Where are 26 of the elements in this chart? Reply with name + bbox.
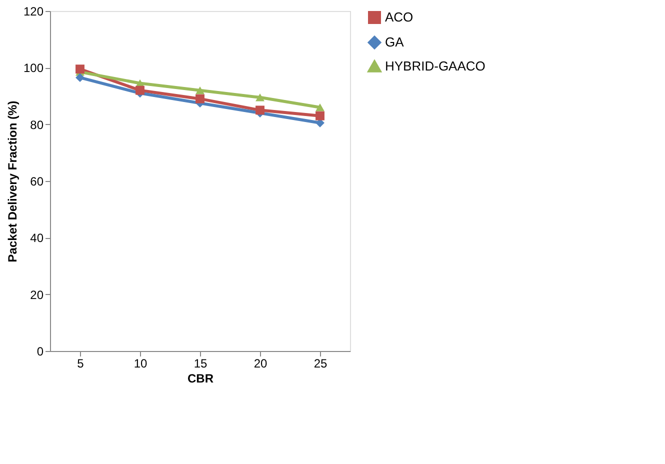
x-tick-label: 5: [77, 356, 84, 370]
y-tick-label: 120: [23, 4, 44, 18]
legend-label: HYBRID-GAACO: [385, 58, 486, 74]
point: [76, 64, 84, 74]
y-tick-label: 100: [23, 61, 44, 76]
y-tick-label: 0: [36, 344, 44, 358]
y-tick-label: 20: [30, 288, 44, 302]
point: [196, 94, 204, 104]
legend-label: ACO: [385, 10, 414, 24]
point: [256, 106, 264, 115]
point: [136, 86, 144, 95]
point: [316, 103, 324, 112]
y-axis-title: Packet Delivery Fraction (%): [5, 100, 20, 262]
x-tick-label: 15: [194, 356, 208, 370]
y-tick-label: 40: [30, 231, 44, 246]
x-tick-label: 25: [314, 356, 328, 370]
x-tick-label: 20: [254, 356, 268, 370]
point: [76, 73, 84, 82]
point: [196, 86, 204, 94]
x-axis-title: CBR: [188, 372, 214, 386]
y-tick-label: 60: [30, 174, 44, 188]
legend-label: GA: [385, 34, 404, 50]
y-tick-label: 80: [30, 118, 44, 132]
point: [256, 94, 264, 102]
point: [316, 111, 324, 120]
x-tick-label: 10: [134, 356, 148, 370]
